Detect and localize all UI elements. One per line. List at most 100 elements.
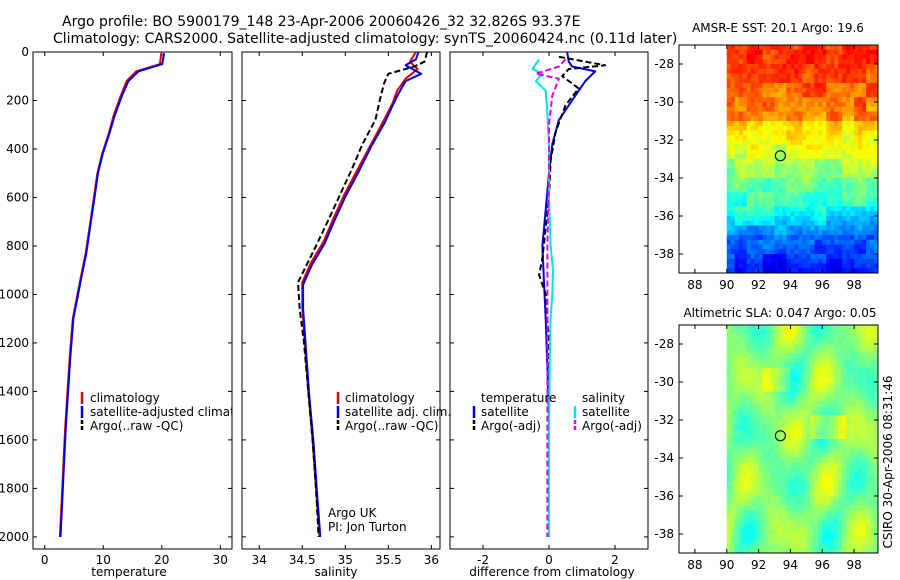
heatmap-cell xyxy=(822,524,827,530)
heatmap-cell xyxy=(826,496,831,502)
heatmap-cell xyxy=(754,92,759,98)
heatmap-cell xyxy=(846,386,851,392)
heatmap-cell xyxy=(794,524,799,530)
heatmap-cell xyxy=(854,429,859,435)
heatmap-cell xyxy=(806,216,811,222)
heatmap-cell xyxy=(742,106,748,112)
heatmap-cell xyxy=(798,54,803,60)
heatmap-cell xyxy=(822,235,827,241)
heatmap-cell xyxy=(746,239,752,245)
heatmap-cell xyxy=(866,130,871,136)
heatmap-cell xyxy=(850,363,855,369)
heatmap-cell xyxy=(778,68,783,74)
heatmap-cell xyxy=(826,163,831,169)
heatmap-cell xyxy=(734,453,740,459)
heatmap-cell xyxy=(758,496,763,502)
heatmap-cell xyxy=(754,182,759,188)
heatmap-cell xyxy=(734,491,740,497)
heatmap-cell xyxy=(858,102,863,108)
heatmap-cell xyxy=(762,486,767,492)
heatmap-cell xyxy=(774,353,779,359)
heatmap-cell xyxy=(838,263,843,269)
heatmap-cell xyxy=(770,396,775,402)
heatmap-cell xyxy=(762,225,767,231)
heatmap-cell xyxy=(814,268,819,274)
heatmap-cell xyxy=(806,462,811,468)
heatmap-cell xyxy=(774,54,779,60)
heatmap-cell xyxy=(738,519,744,525)
x-tick-label: 36 xyxy=(424,553,439,567)
heatmap-cell xyxy=(842,144,847,150)
heatmap-cell xyxy=(738,325,744,331)
heatmap-cell xyxy=(770,125,775,131)
heatmap-cell xyxy=(818,168,823,174)
heatmap-cell xyxy=(854,106,859,112)
heatmap-cell xyxy=(726,254,732,260)
heatmap-cell xyxy=(854,496,859,502)
heatmap-cell xyxy=(790,163,795,169)
heatmap-cell xyxy=(730,353,736,359)
heatmap-cell xyxy=(806,135,811,141)
heatmap-cell xyxy=(774,396,779,402)
heatmap-cell xyxy=(762,211,767,217)
heatmap-cell xyxy=(846,135,851,141)
heatmap-cell xyxy=(798,334,803,340)
heatmap-cell xyxy=(766,382,771,388)
heatmap-cell xyxy=(790,154,795,160)
heatmap-cell xyxy=(770,424,775,430)
heatmap-cell xyxy=(850,344,855,350)
heatmap-cell xyxy=(770,258,775,264)
heatmap-cell xyxy=(754,443,759,449)
heatmap-cell xyxy=(726,49,732,55)
heatmap-cell xyxy=(814,206,819,212)
heatmap-cell xyxy=(830,405,835,411)
heatmap-cell xyxy=(830,111,835,117)
heatmap-cell xyxy=(730,235,736,241)
heatmap-cell xyxy=(838,45,843,51)
heatmap-cell xyxy=(866,254,871,260)
heatmap-cell xyxy=(794,462,799,468)
institution-label: Argo UK xyxy=(328,506,377,520)
heatmap-cell xyxy=(870,216,875,222)
heatmap-cell xyxy=(870,353,875,359)
heatmap-cell xyxy=(838,64,843,70)
heatmap-cell xyxy=(870,225,875,231)
heatmap-cell xyxy=(770,45,775,51)
heatmap-cell xyxy=(866,491,871,497)
heatmap-cell xyxy=(834,424,839,430)
heatmap-cell xyxy=(730,348,736,354)
heatmap-cell xyxy=(830,348,835,354)
x-tick-label: 0 xyxy=(41,553,49,567)
heatmap-cell xyxy=(822,325,827,331)
heatmap-cell xyxy=(726,178,732,184)
heatmap-cell xyxy=(802,258,807,264)
heatmap-cell xyxy=(838,149,843,155)
heatmap-cell xyxy=(842,68,847,74)
heatmap-cell xyxy=(850,216,855,222)
heatmap-cell xyxy=(794,543,799,549)
heatmap-cell xyxy=(794,163,799,169)
heatmap-cell xyxy=(762,491,767,497)
heatmap-cell xyxy=(866,263,871,269)
heatmap-cell xyxy=(774,111,779,117)
heatmap-cell xyxy=(754,415,759,421)
heatmap-cell xyxy=(730,97,736,103)
heatmap-cell xyxy=(850,149,855,155)
heatmap-cell xyxy=(826,382,831,388)
heatmap-cell xyxy=(874,235,879,241)
heatmap-cell xyxy=(818,130,823,136)
heatmap-cell xyxy=(810,163,815,169)
heatmap-cell xyxy=(822,121,827,127)
heatmap-cell xyxy=(790,510,795,516)
heatmap-cell xyxy=(766,92,771,98)
heatmap-cell xyxy=(798,339,803,345)
heatmap-cell xyxy=(782,249,787,255)
heatmap-cell xyxy=(726,491,732,497)
heatmap-cell xyxy=(742,500,748,506)
heatmap-cell xyxy=(798,83,803,89)
heatmap-cell xyxy=(822,168,827,174)
heatmap-cell xyxy=(854,121,859,127)
heatmap-cell xyxy=(762,477,767,483)
heatmap-cell xyxy=(778,443,783,449)
heatmap-cell xyxy=(798,116,803,122)
